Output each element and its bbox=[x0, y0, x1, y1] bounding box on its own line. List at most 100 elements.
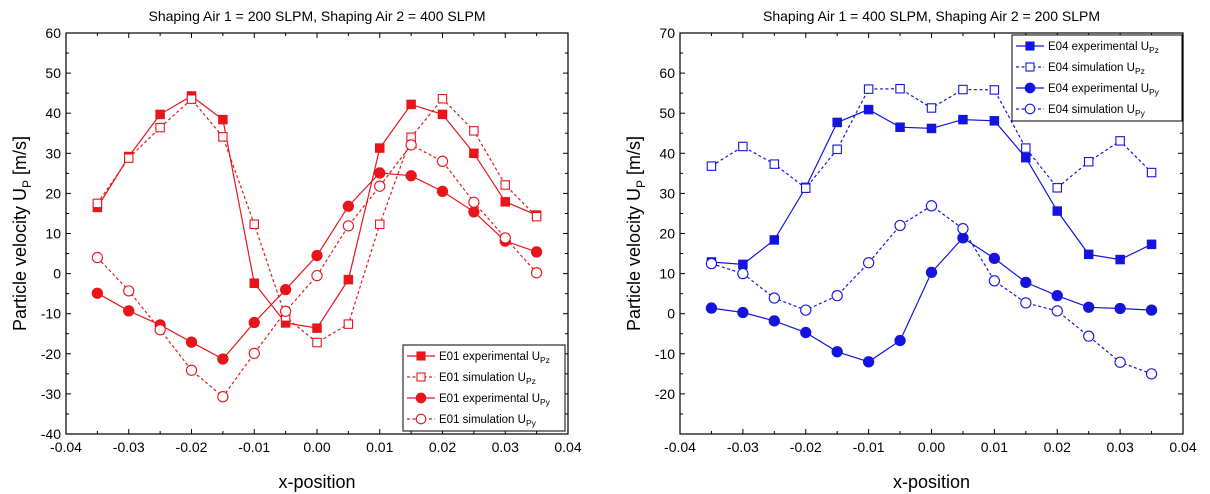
legend: E01 experimental UPz E01 simulation UPz E0… bbox=[402, 344, 566, 432]
legend-marker bbox=[416, 351, 426, 361]
series-3 bbox=[705, 232, 1158, 368]
data-point bbox=[894, 334, 906, 347]
data-point bbox=[436, 185, 449, 198]
data-point bbox=[155, 122, 165, 133]
data-point bbox=[989, 85, 1000, 95]
data-point bbox=[1083, 330, 1095, 342]
x-axis-label: x-position bbox=[278, 472, 355, 492]
data-point bbox=[405, 139, 417, 151]
y-tick-label: 40 bbox=[659, 145, 675, 161]
x-tick-label: 0.00 bbox=[918, 439, 945, 455]
data-point bbox=[279, 305, 292, 317]
data-point bbox=[469, 148, 479, 159]
data-point bbox=[1021, 143, 1031, 153]
data-point bbox=[500, 197, 510, 207]
data-point bbox=[1145, 304, 1158, 316]
data-point bbox=[91, 251, 104, 264]
y-tick-label: 20 bbox=[659, 226, 675, 242]
y-tick-label: -20 bbox=[655, 386, 675, 402]
series-line bbox=[96, 97, 538, 344]
data-point bbox=[1114, 356, 1126, 368]
data-point bbox=[185, 336, 198, 348]
y-tick-label: 50 bbox=[659, 105, 675, 121]
data-point bbox=[500, 180, 510, 190]
y-tick-label: 60 bbox=[45, 25, 61, 41]
y-tick-label: 70 bbox=[659, 25, 675, 41]
x-tick-label: 0.01 bbox=[366, 439, 393, 455]
data-point bbox=[312, 323, 322, 333]
data-point bbox=[437, 94, 448, 104]
series-line bbox=[711, 205, 1152, 375]
data-point bbox=[155, 109, 165, 120]
legend-label: E01 simulation UPz bbox=[439, 372, 536, 386]
data-point bbox=[186, 94, 197, 104]
legend-marker bbox=[415, 413, 427, 425]
data-point bbox=[958, 84, 968, 95]
data-point bbox=[374, 143, 385, 153]
x-tick-label: -0.03 bbox=[113, 439, 145, 455]
series-2 bbox=[706, 83, 1157, 193]
data-point bbox=[530, 267, 543, 279]
data-point bbox=[737, 267, 749, 280]
x-tick-label: -0.04 bbox=[664, 439, 696, 455]
y-tick-label: 50 bbox=[45, 65, 61, 81]
data-point bbox=[705, 257, 718, 270]
data-point bbox=[1052, 183, 1063, 193]
chart-title: Shaping Air 1 = 200 SLPM, Shaping Air 2 … bbox=[149, 8, 486, 24]
data-point bbox=[738, 141, 748, 152]
data-point bbox=[895, 83, 905, 94]
y-tick-label: 10 bbox=[45, 226, 61, 242]
data-point bbox=[958, 114, 968, 125]
x-tick-label: -0.01 bbox=[853, 439, 885, 455]
x-tick-label: 0.01 bbox=[981, 439, 1008, 455]
data-point bbox=[92, 198, 103, 209]
data-point bbox=[436, 155, 449, 167]
data-point bbox=[406, 99, 416, 110]
data-point bbox=[91, 287, 104, 299]
data-point bbox=[312, 337, 322, 348]
x-tick-label: 0.02 bbox=[1044, 439, 1071, 455]
legend-box bbox=[1011, 34, 1183, 122]
legend: E04 experimental UPz E04 simulation UPz E0… bbox=[1011, 34, 1183, 122]
series-4 bbox=[91, 139, 543, 403]
data-point bbox=[769, 159, 780, 169]
data-point bbox=[737, 306, 749, 319]
legend-label: E04 simulation UPy bbox=[1048, 104, 1146, 118]
y-tick-label: 10 bbox=[659, 266, 675, 282]
data-point bbox=[800, 183, 811, 193]
data-point bbox=[1021, 152, 1031, 163]
x-tick-label: 0.02 bbox=[429, 439, 456, 455]
legend-marker bbox=[415, 392, 427, 404]
data-point bbox=[862, 257, 875, 269]
data-point bbox=[1146, 167, 1157, 178]
y-tick-label: 0 bbox=[667, 306, 675, 322]
data-point bbox=[123, 305, 135, 317]
legend-label: E01 simulation UPy bbox=[439, 414, 537, 428]
data-point bbox=[124, 153, 134, 163]
data-point bbox=[343, 274, 354, 285]
y-tick-label: 30 bbox=[45, 145, 61, 161]
data-point bbox=[989, 116, 1000, 126]
data-point bbox=[800, 304, 812, 316]
data-point bbox=[218, 114, 228, 125]
data-point bbox=[705, 302, 718, 314]
data-point bbox=[988, 252, 1001, 265]
data-point bbox=[738, 259, 748, 270]
y-tick-label: 30 bbox=[659, 185, 675, 201]
data-point bbox=[343, 319, 354, 329]
data-point bbox=[468, 206, 480, 218]
legend-marker bbox=[416, 372, 426, 382]
y-tick-label: -10 bbox=[41, 306, 61, 322]
data-point bbox=[1020, 297, 1032, 309]
data-point bbox=[437, 109, 448, 120]
y-tick-label: 0 bbox=[53, 266, 61, 282]
x-tick-label: -0.03 bbox=[727, 439, 759, 455]
data-point bbox=[1146, 239, 1157, 250]
data-point bbox=[832, 117, 842, 128]
data-point bbox=[894, 219, 906, 232]
data-point bbox=[249, 278, 260, 288]
data-point bbox=[248, 347, 260, 360]
data-point bbox=[248, 316, 260, 329]
data-point bbox=[863, 84, 874, 94]
